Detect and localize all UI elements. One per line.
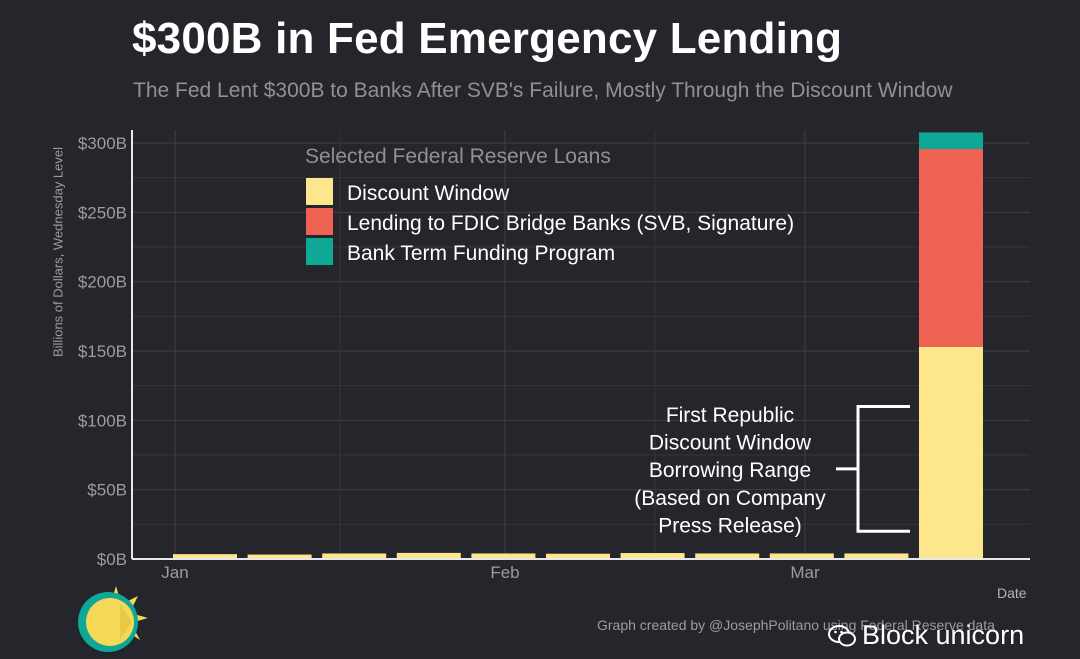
y-tick-label: $250B [78, 203, 127, 222]
watermark: Block unicorn [828, 620, 1024, 651]
legend-title: Selected Federal Reserve Loans [305, 145, 611, 168]
chart-subtitle: The Fed Lent $300B to Banks After SVB's … [133, 79, 953, 102]
x-tick-label: Feb [490, 563, 519, 582]
bar-discount-window [173, 554, 237, 559]
watermark-text: Block unicorn [862, 620, 1025, 650]
bar-discount-window [620, 553, 685, 559]
x-axis-label: Date [997, 585, 1027, 601]
y-tick-label: $100B [78, 411, 127, 430]
y-tick-label: $200B [78, 273, 127, 292]
annotation-text-line: Borrowing Range [649, 459, 811, 482]
bar-discount-window [247, 554, 312, 559]
y-tick-label: $300B [78, 134, 127, 153]
legend-item-label: Lending to FDIC Bridge Banks (SVB, Signa… [347, 212, 794, 235]
y-axis-label: Billions of Dollars, Wednesday Level [50, 146, 66, 358]
x-tick-label: Jan [161, 563, 188, 582]
credit-text: Graph created by @JosephPolitano using F… [597, 617, 995, 633]
x-tick-label: Mar [790, 563, 820, 582]
annotation-text-line: (Based on Company [634, 487, 826, 510]
axes [131, 130, 1030, 560]
legend-swatch [306, 178, 333, 205]
annotation-bracket [856, 404, 910, 533]
chart-title: $300B in Fed Emergency Lending [132, 14, 843, 63]
grid [132, 130, 1030, 559]
bar-discount-window [919, 346, 983, 559]
annotation-text-line: Discount Window [649, 432, 812, 455]
bar-discount-window [546, 553, 610, 559]
y-tick-labels: $0B $50B $100B $150B $200B $250B $300B [78, 134, 127, 569]
legend-item-label: Bank Term Funding Program [347, 242, 615, 265]
y-tick-label: $0B [97, 550, 127, 569]
bar-discount-window [844, 553, 909, 559]
y-tick-label: $50B [87, 481, 127, 500]
bar-btfp [919, 132, 983, 149]
legend-swatch [306, 208, 333, 235]
bars [173, 132, 983, 559]
legend: Selected Federal Reserve Loans Discount W… [305, 145, 794, 265]
annotation-text-line: Press Release) [658, 514, 802, 537]
y-tick-label: $150B [78, 342, 127, 361]
legend-swatch [306, 238, 333, 265]
bar-discount-window [322, 553, 387, 559]
legend-item-label: Discount Window [347, 182, 510, 205]
bar-fdic-bridge-banks [919, 148, 983, 347]
bar-discount-window [769, 553, 834, 559]
sun-logo-icon [72, 582, 162, 659]
bar-discount-window [695, 553, 760, 559]
annotation: First Republic Discount Window Borrowing R… [634, 404, 910, 537]
wechat-icon [828, 624, 856, 648]
bar-discount-window [396, 552, 461, 559]
x-tick-labels: Jan Feb Mar [161, 563, 820, 582]
bar-discount-window [471, 553, 536, 559]
annotation-text-line: First Republic [666, 404, 794, 427]
